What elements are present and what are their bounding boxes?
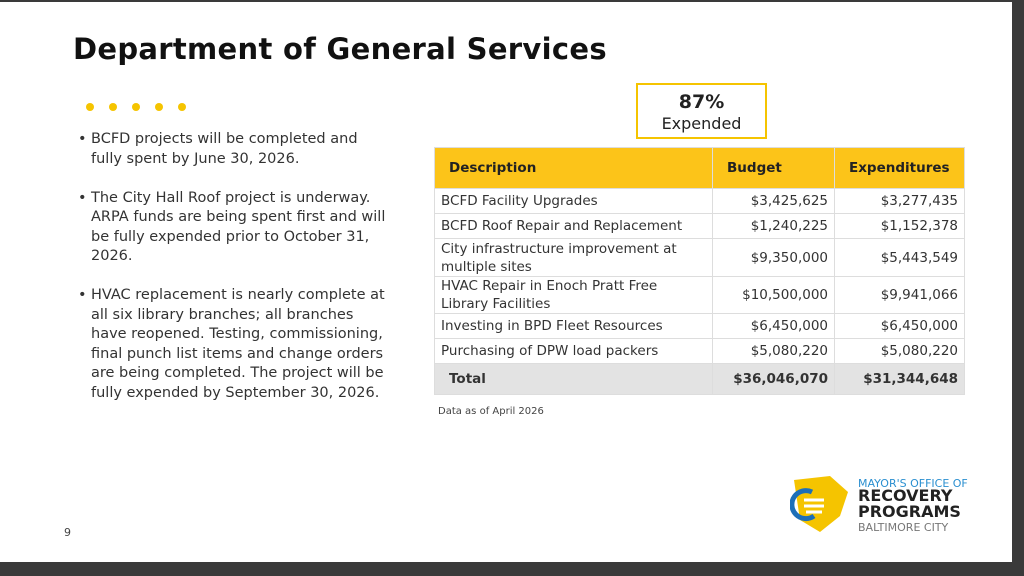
logo-text: MAYOR'S OFFICE OF: [858, 477, 968, 490]
table-row: BCFD Facility Upgrades $3,425,625 $3,277,4…: [434, 188, 965, 214]
table-cell: $5,080,220: [834, 338, 965, 364]
title: Department of General Services: [73, 32, 607, 66]
table-row: Purchasing of DPW load packers $5,080,220…: [434, 338, 965, 364]
table-cell: BCFD Roof Repair and Replacement: [434, 213, 713, 239]
table-cell: $9,941,066: [834, 276, 965, 314]
total-cell: $31,344,648: [834, 363, 965, 395]
header-row: Description Budget Expenditures: [434, 147, 965, 189]
decor-dot: [132, 103, 140, 111]
slide: Department of General Services BCFD proj…: [0, 2, 1012, 562]
bullet-list: BCFD projects will be completed and full…: [78, 130, 388, 423]
total-row: Total $36,046,070 $31,344,648: [434, 363, 965, 395]
table-cell: $6,450,000: [834, 313, 965, 339]
logo-mark: [790, 476, 848, 532]
table-cell: $3,425,625: [712, 188, 835, 214]
budget-table: Description Budget Expenditures BCFD Facili…: [434, 147, 965, 395]
table-cell: Investing in BPD Fleet Resources: [434, 313, 713, 339]
logo-text: PROGRAMS: [858, 502, 961, 521]
bullet: The City Hall Roof project is underway. …: [78, 189, 388, 267]
callout: 87% Expended: [636, 83, 767, 139]
table-cell: Purchasing of DPW load packers: [434, 338, 713, 364]
callout-label: Expended: [661, 114, 742, 133]
table-cell: BCFD Facility Upgrades: [434, 188, 713, 214]
table-row: BCFD Roof Repair and Replacement $1,240,2…: [434, 213, 965, 239]
bullet: HVAC replacement is nearly complete at a…: [78, 286, 388, 403]
table-row: Investing in BPD Fleet Resources $6,450,0…: [434, 313, 965, 339]
table-cell: $6,450,000: [712, 313, 835, 339]
decor-dot: [109, 103, 117, 111]
logo: MAYOR'S OFFICE OF RECOVERY PROGRAMS BALT…: [790, 472, 980, 536]
table-cell: $10,500,000: [712, 276, 835, 314]
table-cell: $1,152,378: [834, 213, 965, 239]
logo-text: RECOVERY: [858, 486, 953, 505]
table-cell: HVAC Repair in Enoch Pratt Free Library …: [434, 276, 713, 314]
table-row: City infrastructure improvement at multi…: [434, 238, 965, 277]
bullet: BCFD projects will be completed and full…: [78, 130, 388, 169]
header-cell: Description: [434, 147, 713, 189]
footnote: Data as of April 2026: [438, 406, 544, 417]
header-cell: Expenditures: [834, 147, 965, 189]
page-number: 9: [64, 526, 71, 539]
logo-text: BALTIMORE CITY: [858, 521, 949, 534]
decor-dot: [155, 103, 163, 111]
table-cell: $5,443,549: [834, 238, 965, 277]
table-cell: $5,080,220: [712, 338, 835, 364]
total-cell: $36,046,070: [712, 363, 835, 395]
total-cell: Total: [434, 363, 713, 395]
header-cell: Budget: [712, 147, 835, 189]
table-cell: $9,350,000: [712, 238, 835, 277]
table-row: HVAC Repair in Enoch Pratt Free Library …: [434, 276, 965, 314]
decor-dot: [86, 103, 94, 111]
table-cell: City infrastructure improvement at multi…: [434, 238, 713, 277]
decor-dot: [178, 103, 186, 111]
table-cell: $3,277,435: [834, 188, 965, 214]
callout-value: 87%: [678, 91, 725, 113]
table-cell: $1,240,225: [712, 213, 835, 239]
